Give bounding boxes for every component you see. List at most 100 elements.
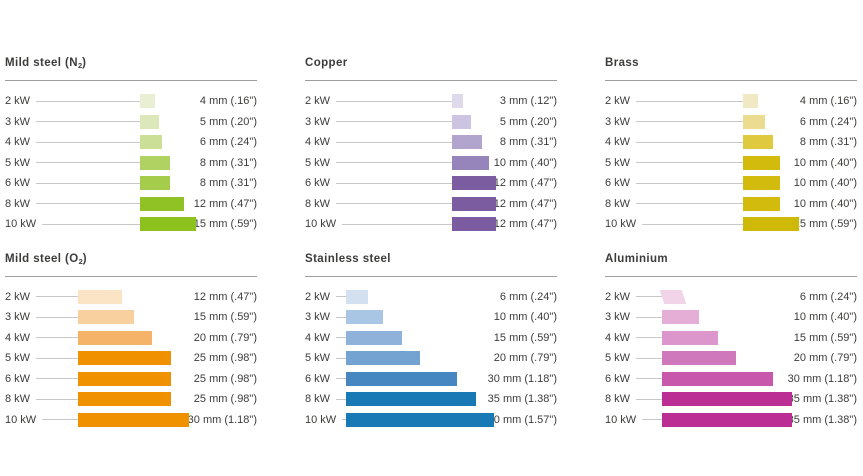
bar [743, 155, 780, 170]
kw-label: 3 kW [305, 311, 331, 324]
chart-row: 8 kW 35 mm (1.38") [605, 389, 857, 410]
chart-row: 3 kW 5 mm (.20") [5, 112, 257, 133]
bar [346, 392, 476, 407]
chart-row: 3 kW 15 mm (.59") [5, 307, 257, 328]
kw-label: 5 kW [605, 352, 631, 365]
leader-line [36, 141, 140, 143]
chart-row: 10 kW 15 mm (.59") [605, 214, 857, 235]
chart-title-pre: Brass [605, 57, 639, 69]
bar [662, 371, 773, 386]
kw-label: 6 kW [605, 372, 631, 385]
bar-zone [346, 392, 477, 407]
bar-zone [78, 289, 177, 304]
bar-zone [346, 289, 477, 304]
bar-zone [78, 412, 189, 427]
value-label: 25 mm (.98") [193, 372, 257, 385]
chart-row: 10 kW 35 mm (1.38") [605, 410, 857, 431]
title-rule [605, 80, 857, 81]
chart-title-post: ) [82, 252, 87, 265]
chart-row: 10 kW 40 mm (1.57") [305, 410, 557, 431]
kw-label: 5 kW [605, 156, 631, 169]
chart-row: 2 kW 3 mm (.12") [305, 91, 557, 112]
chart-row: 6 kW 10 mm (.40") [605, 173, 857, 194]
leader-line [36, 182, 140, 184]
bar [662, 330, 718, 345]
value-label: 8 mm (.31") [199, 156, 257, 169]
bar [78, 289, 123, 304]
chart-title: Brass [605, 57, 857, 72]
kw-label: 3 kW [605, 115, 631, 128]
bar [346, 351, 420, 366]
value-label: 10 mm (.40") [493, 311, 557, 324]
chart-row: 10 kW 15 mm (.59") [5, 214, 257, 235]
value-label: 10 mm (.40") [793, 156, 857, 169]
bar-zone [662, 371, 777, 386]
value-label: 10 mm (.40") [493, 156, 557, 169]
chart-title-sub: 2 [77, 61, 83, 70]
leader-line [636, 316, 662, 318]
kw-label: 5 kW [305, 156, 331, 169]
bar [78, 351, 171, 366]
value-label: 15 mm (.59") [493, 331, 557, 344]
leader-line [636, 162, 743, 164]
bar-zone [78, 351, 177, 366]
leader-line [636, 357, 662, 359]
value-label: 15 mm (.59") [193, 218, 257, 231]
chart-row: 3 kW 10 mm (.40") [605, 307, 857, 328]
bar-zone [140, 217, 196, 232]
kw-label: 6 kW [605, 177, 631, 190]
bar [78, 371, 171, 386]
value-label: 15 mm (.59") [193, 311, 257, 324]
kw-label: 8 kW [305, 197, 331, 210]
bar [743, 135, 773, 150]
bar [346, 310, 383, 325]
chart-row: 3 kW 5 mm (.20") [305, 112, 557, 133]
kw-label: 5 kW [5, 352, 31, 365]
chart-aluminium: Aluminium 2 kW 6 mm (.24") 3 kW 10 mm (.40")… [605, 253, 857, 431]
leader-line [36, 203, 140, 205]
bar [78, 330, 152, 345]
leader-line [636, 182, 743, 184]
title-rule [5, 80, 257, 81]
leader-line [336, 337, 346, 339]
bar-zone [452, 155, 489, 170]
leader-line [336, 296, 346, 298]
chart-rows: 2 kW 4 mm (.16") 3 kW 5 mm (.20") 4 kW 6 mm (… [5, 91, 257, 235]
chart-rows: 2 kW 6 mm (.24") 3 kW 10 mm (.40") 4 kW 15 mm… [305, 287, 557, 431]
chart-title: Mild steel (O2) [5, 253, 257, 268]
leader-line [36, 337, 78, 339]
chart-title: Aluminium [605, 253, 857, 268]
kw-label: 2 kW [305, 290, 331, 303]
value-label: 20 mm (.79") [493, 352, 557, 365]
bar [78, 310, 134, 325]
bar-zone [346, 351, 477, 366]
chart-title-pre: Mild steel (O [5, 252, 79, 265]
kw-label: 3 kW [305, 115, 331, 128]
capacity-chart-grid: Mild steel (N2) 2 kW 4 mm (.16") 3 kW 5 mm (… [5, 57, 858, 430]
value-label: 10 mm (.40") [793, 197, 857, 210]
kw-label: 4 kW [5, 331, 31, 344]
kw-label: 6 kW [5, 177, 31, 190]
bar-zone [662, 412, 792, 427]
kw-label: 8 kW [605, 197, 631, 210]
bar-zone [452, 94, 477, 109]
value-label: 25 mm (.98") [193, 393, 257, 406]
chart-row: 4 kW 8 mm (.31") [305, 132, 557, 153]
bar [743, 114, 766, 129]
value-label: 12 mm (.47") [493, 197, 557, 210]
title-rule [605, 275, 857, 277]
chart-row: 2 kW 6 mm (.24") [305, 287, 557, 308]
bar-zone [743, 94, 777, 109]
chart-title-pre: Aluminium [605, 252, 669, 265]
leader-line [636, 121, 743, 123]
bar-zone [452, 135, 482, 150]
leader-line [336, 357, 346, 359]
leader-line [636, 337, 662, 339]
chart-row: 6 kW 30 mm (1.18") [605, 369, 857, 390]
kw-label: 6 kW [5, 372, 31, 385]
bar-zone [78, 371, 177, 386]
chart-title: Copper [305, 57, 557, 72]
chart-row: 4 kW 15 mm (.59") [305, 328, 557, 349]
leader-line [336, 100, 452, 102]
